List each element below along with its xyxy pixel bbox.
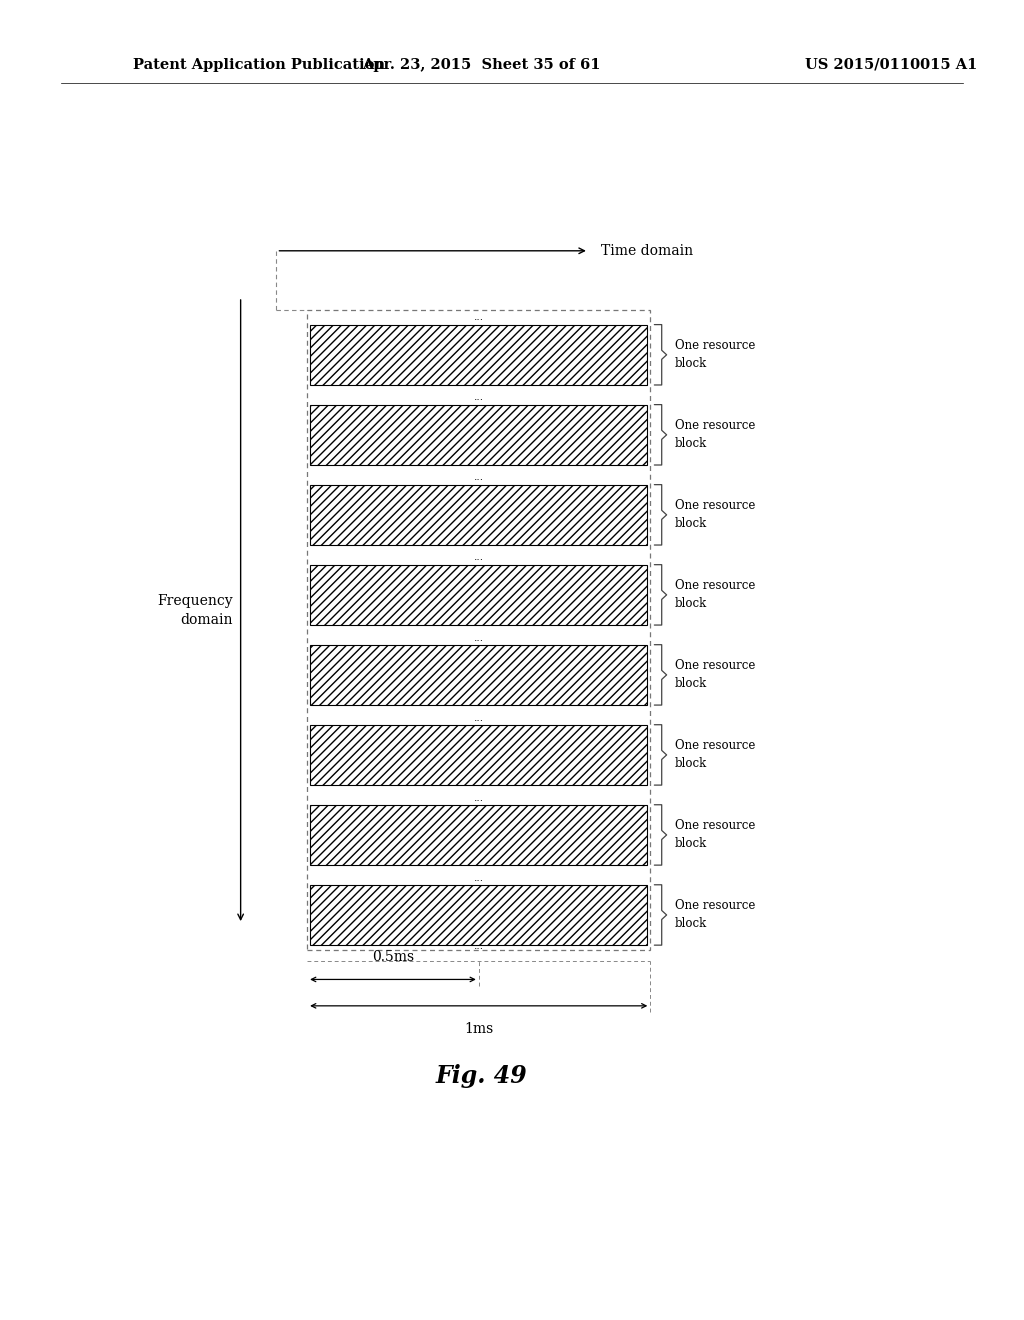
Text: One resource
block: One resource block xyxy=(675,579,755,610)
Text: One resource
block: One resource block xyxy=(675,339,755,371)
Text: ...: ... xyxy=(474,392,483,403)
Text: ...: ... xyxy=(474,941,483,952)
Text: ...: ... xyxy=(474,553,483,562)
Bar xyxy=(310,725,647,785)
Bar xyxy=(310,484,647,545)
Text: Frequency
domain: Frequency domain xyxy=(157,594,232,627)
Bar xyxy=(310,644,647,705)
Bar xyxy=(310,565,647,626)
Bar xyxy=(307,310,650,950)
Text: ...: ... xyxy=(474,873,483,883)
Text: 0.5ms: 0.5ms xyxy=(372,949,414,964)
Text: ...: ... xyxy=(474,713,483,722)
Bar xyxy=(310,325,647,385)
Text: ...: ... xyxy=(474,473,483,482)
Bar xyxy=(310,405,647,465)
Text: Time domain: Time domain xyxy=(601,244,693,257)
Text: Apr. 23, 2015  Sheet 35 of 61: Apr. 23, 2015 Sheet 35 of 61 xyxy=(362,58,600,71)
Text: US 2015/0110015 A1: US 2015/0110015 A1 xyxy=(805,58,977,71)
Text: One resource
block: One resource block xyxy=(675,420,755,450)
Text: One resource
block: One resource block xyxy=(675,660,755,690)
Text: One resource
block: One resource block xyxy=(675,820,755,850)
Text: One resource
block: One resource block xyxy=(675,499,755,531)
Text: ...: ... xyxy=(474,632,483,643)
Text: ...: ... xyxy=(474,313,483,322)
Text: Patent Application Publication: Patent Application Publication xyxy=(133,58,385,71)
Text: ...: ... xyxy=(474,792,483,803)
Bar xyxy=(310,805,647,865)
Text: One resource
block: One resource block xyxy=(675,899,755,931)
Text: 1ms: 1ms xyxy=(464,1022,494,1036)
Text: Fig. 49: Fig. 49 xyxy=(435,1064,527,1088)
Bar xyxy=(310,884,647,945)
Text: One resource
block: One resource block xyxy=(675,739,755,771)
